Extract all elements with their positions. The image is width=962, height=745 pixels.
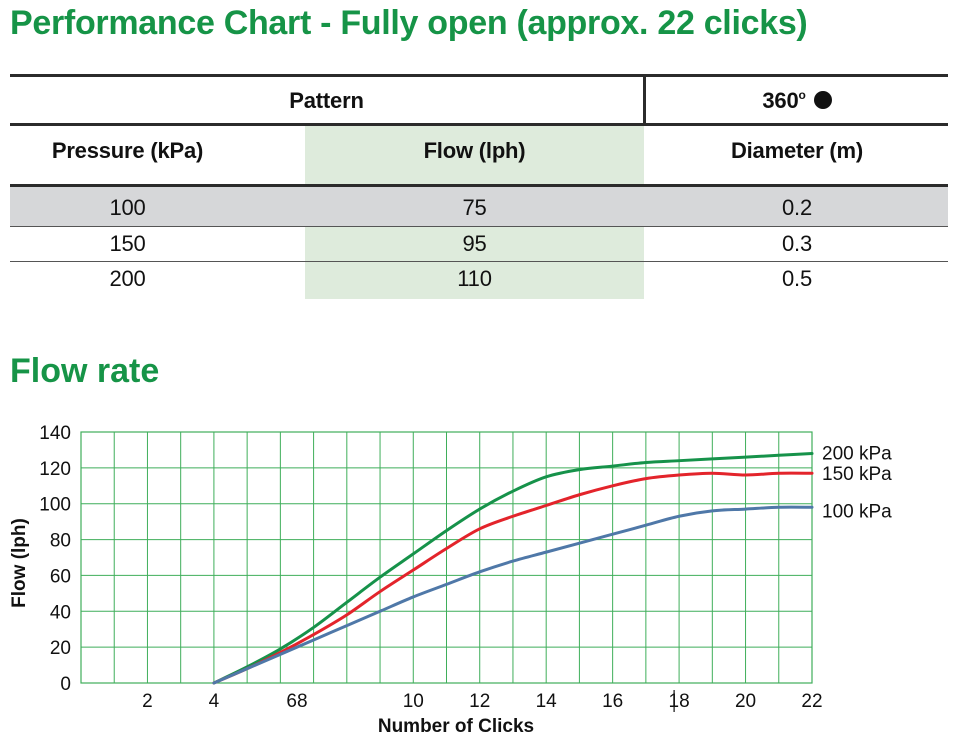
series-line-150-kpa: [212, 471, 814, 685]
x-tick-label: 20: [735, 691, 756, 712]
y-tick-label: 20: [50, 638, 71, 659]
x-tick-label: 2: [142, 691, 153, 712]
pattern-degree-sign: o: [798, 88, 806, 102]
series-line-200-kpa: [212, 452, 814, 685]
section-title: Flow rate: [10, 352, 160, 390]
table-row-rule: [10, 226, 948, 227]
header-flow: Flow (lph): [423, 138, 526, 163]
y-tick-label: 120: [39, 459, 71, 480]
series-line-100-kpa: [212, 505, 814, 685]
x-tick-label: 16: [602, 691, 623, 712]
row-highlight: [10, 186, 948, 227]
plot-frame: [80, 431, 813, 684]
table-header-rule: [10, 123, 948, 126]
chart-grid: [80, 431, 813, 684]
full-circle-icon: [813, 91, 832, 109]
y-tick-label: 80: [50, 531, 71, 552]
table-cell: 0.2: [782, 195, 812, 220]
table-cell: 75: [462, 195, 487, 220]
header-diameter: Diameter (m): [730, 138, 864, 163]
x-tick-label: 14: [536, 691, 558, 712]
y-axis-label: Flow (lph): [9, 518, 30, 608]
table-top-rule: [10, 74, 948, 77]
pattern-value: 360o: [646, 88, 948, 114]
y-tick-label: 60: [50, 566, 71, 587]
x-tick-label: 12: [469, 691, 490, 712]
header-pressure: Pressure (kPa): [51, 138, 204, 163]
x-axis-label: Number of Clicks: [378, 716, 534, 737]
table-cell: 200: [109, 266, 146, 291]
table-cell: 100: [109, 195, 146, 220]
series-label-150-kpa: 150 kPa: [822, 464, 892, 485]
y-tick-labels: 0 20 40 60 80 100 120 140: [39, 423, 71, 695]
x-tick-labels: 2 4 68 10 12 14 16 18 20 22: [142, 690, 823, 712]
table-header-divider: [643, 74, 646, 123]
table-cell: 95: [462, 231, 487, 256]
x-tick-label: 10: [403, 691, 424, 712]
table-cell: 0.3: [782, 231, 812, 256]
y-tick-label: 40: [50, 602, 71, 623]
series-lines: [212, 452, 814, 685]
page-title: Performance Chart - Fully open (approx. …: [10, 4, 808, 42]
x-tick-label: 68: [286, 691, 307, 712]
table-cell: 0.5: [782, 266, 812, 291]
x-tick-label: 22: [801, 691, 822, 712]
table-cell: 110: [457, 266, 492, 291]
pattern-label: Pattern: [289, 88, 364, 113]
table-cell: 150: [109, 231, 146, 256]
series-label-200-kpa: 200 kPa: [822, 444, 892, 465]
pattern-degrees: 360: [762, 88, 799, 113]
x-tick-label: 4: [209, 691, 220, 712]
flow-rate-chart: 0 20 40 60 80 100 120 140 2 4 68 10 12 14 16 18 20 22 20…: [9, 423, 892, 737]
performance-table: Pattern 360o Pressure (kPa) Flow (lph) D…: [10, 74, 948, 304]
table-columns-rule: [10, 184, 948, 187]
y-tick-label: 0: [60, 674, 71, 695]
x-tick-label: 18: [669, 691, 690, 712]
series-label-100-kpa: 100 kPa: [822, 501, 892, 522]
table-row-rule: [10, 261, 948, 262]
y-tick-label: 100: [39, 495, 71, 516]
y-tick-label: 140: [39, 423, 71, 444]
